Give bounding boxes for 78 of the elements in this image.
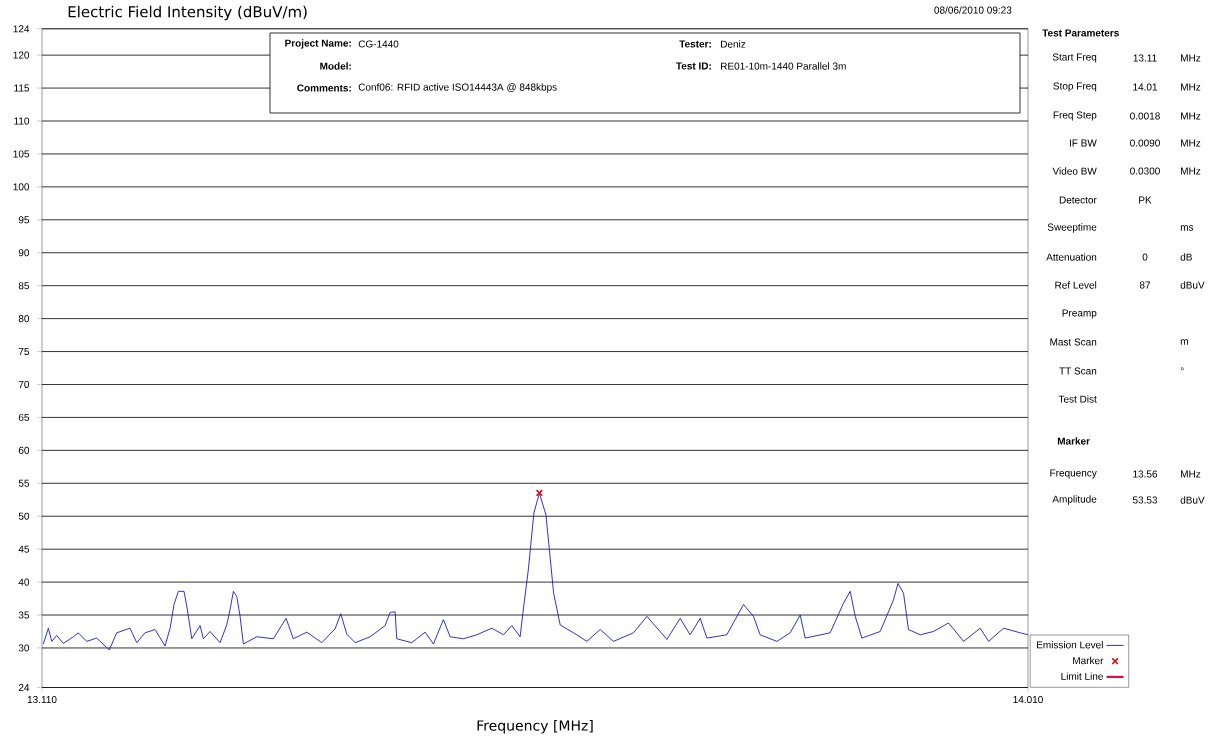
text: IF BW	[1069, 139, 1097, 147]
y-tick-label: 105	[13, 150, 30, 158]
annotation: Conf06: RFID active ISO14443A @ 848kbps	[358, 83, 557, 93]
annotation: Test ID:	[675, 62, 711, 70]
text: Test Dist	[1058, 395, 1097, 403]
annotation: Model:	[320, 62, 351, 70]
text: 53.53	[1132, 496, 1158, 504]
text: m	[1180, 339, 1188, 345]
y-tick-label: 65	[18, 413, 30, 421]
text: MHz	[1181, 470, 1201, 478]
y-tick-label: 95	[18, 216, 30, 224]
y-tick-label: 120	[13, 51, 30, 59]
text: 13.56	[1133, 470, 1158, 478]
text: Video BW	[1052, 167, 1097, 175]
text: Marker	[1057, 437, 1090, 445]
y-tick-label: 70	[18, 380, 30, 389]
annotation: RE01-10m-1440 Parallel 3m	[721, 62, 846, 70]
text: Frequency	[1050, 469, 1097, 479]
text: Detector	[1059, 196, 1097, 204]
text: Freq Step	[1053, 111, 1097, 121]
text: 14.01	[1133, 83, 1158, 91]
text: °	[1180, 367, 1184, 371]
text: 0.0300	[1130, 167, 1160, 175]
y-tick-label: 35	[18, 611, 30, 619]
text: PK	[1139, 196, 1152, 204]
text: MHz	[1181, 112, 1201, 120]
chart-title: Electric Field Intensity (dBuV/m)	[68, 5, 307, 21]
annotation: Comments:	[297, 84, 351, 92]
annotation: CG-1440	[358, 40, 399, 48]
y-tick-label: 24	[18, 684, 30, 691]
text: 87	[1139, 281, 1151, 289]
x-axis-title: Frequency [MHz]	[477, 719, 593, 734]
y-tick-label: 45	[18, 545, 30, 553]
annotation: Tester:	[679, 40, 711, 48]
x-tick-label: 13.110	[27, 696, 57, 704]
text: Ref Level	[1055, 281, 1097, 289]
text: Preamp	[1062, 309, 1097, 319]
text: TT Scan	[1059, 367, 1097, 375]
text: MHz	[1181, 139, 1201, 147]
y-tick-label: 110	[14, 117, 30, 125]
text: Start Freq	[1052, 53, 1097, 63]
text: Amplitude	[1052, 495, 1097, 505]
text: dB	[1180, 253, 1192, 261]
legend-label: Limit Line	[1061, 672, 1103, 680]
text: dBuV	[1180, 496, 1205, 504]
y-tick-label: 85	[18, 282, 30, 290]
y-tick-label: 124	[13, 25, 30, 33]
text: Sweeptime	[1047, 223, 1097, 233]
y-tick-label: 30	[18, 644, 30, 652]
x-tick-label: 14.010	[1013, 696, 1043, 704]
y-tick-label: 115	[14, 84, 30, 92]
y-tick-label: 40	[18, 578, 30, 586]
y-tick-label: 90	[18, 249, 30, 257]
annotation: Project Name:	[285, 39, 351, 49]
y-tick-label: 80	[18, 315, 30, 323]
line-series	[42, 492, 1028, 651]
text: MHz	[1181, 167, 1201, 175]
text: Stop Freq	[1053, 82, 1097, 92]
y-tick-label: 75	[18, 348, 30, 356]
text: dBuV	[1180, 281, 1205, 289]
text: MHz	[1181, 54, 1201, 62]
text: Attenuation	[1046, 253, 1097, 261]
text: ms	[1180, 225, 1194, 231]
text: 0.0090	[1130, 139, 1160, 147]
text: 0	[1142, 253, 1148, 261]
legend-label: Marker	[1073, 656, 1104, 665]
annotation: Deniz	[721, 40, 746, 48]
legend-label: Emission Level	[1036, 641, 1103, 649]
y-tick-label: 60	[18, 446, 30, 454]
text: Test Parameters	[1042, 29, 1119, 37]
y-tick-label: 55	[18, 479, 30, 487]
text: Mast Scan	[1050, 338, 1097, 346]
y-tick-label: 100	[13, 183, 30, 191]
text: 08/06/2010 09:23	[934, 6, 1012, 14]
y-tick-label: 50	[18, 512, 30, 520]
text: MHz	[1181, 83, 1201, 91]
text: 13.11	[1133, 54, 1157, 62]
text: 0.0018	[1130, 112, 1160, 120]
